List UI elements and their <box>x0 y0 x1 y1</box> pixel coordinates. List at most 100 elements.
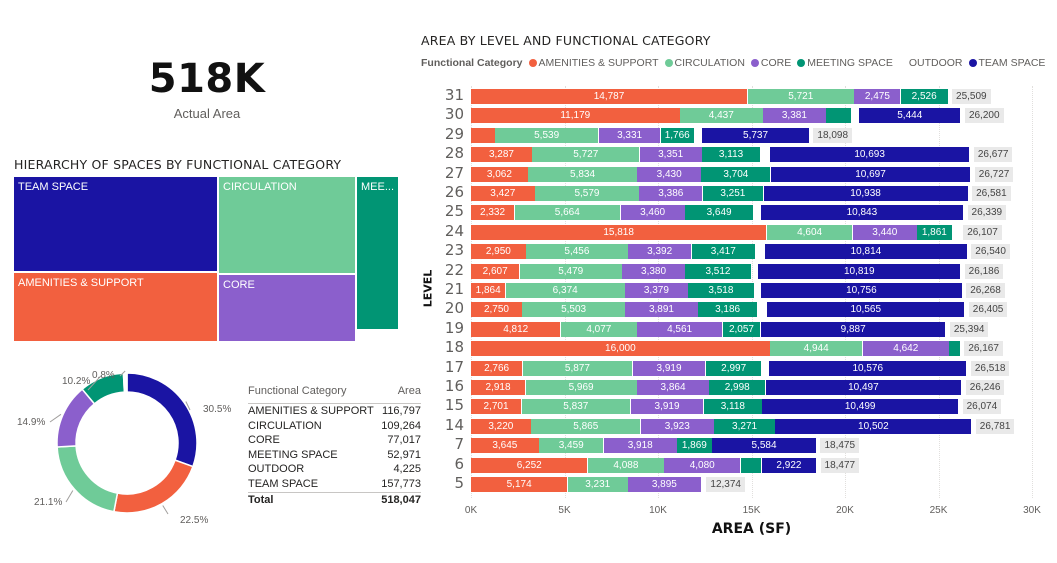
bar-segment-team-space[interactable]: 10,938 <box>763 186 968 201</box>
bar-segment-amenities-support[interactable]: 2,766 <box>471 360 523 376</box>
bar-segment-amenities-support[interactable]: 2,918 <box>471 380 526 395</box>
bar-segment-meeting-space[interactable] <box>740 457 762 473</box>
bar-segment-core[interactable]: 3,430 <box>637 166 701 182</box>
bar-segment-meeting-space[interactable]: 3,518 <box>688 283 754 298</box>
bar-segment-circulation[interactable]: 4,088 <box>587 457 664 473</box>
bar-segment-core[interactable]: 4,561 <box>637 321 722 337</box>
bar-segment-amenities-support[interactable]: 16,000 <box>471 341 770 357</box>
bar-segment-amenities-support[interactable]: 2,701 <box>471 399 521 415</box>
bar-segment-team-space[interactable]: 10,497 <box>765 380 962 395</box>
bar-segment-circulation[interactable]: 5,834 <box>528 166 637 182</box>
bar-segment-core[interactable]: 4,080 <box>664 457 741 473</box>
donut-slice-outdoor[interactable] <box>122 372 128 393</box>
bar-segment-outdoor[interactable] <box>760 147 769 162</box>
bar-segment-team-space[interactable]: 10,576 <box>769 360 967 376</box>
bar-segment-circulation[interactable]: 4,077 <box>560 321 637 337</box>
donut-slice-team-space[interactable] <box>126 372 198 468</box>
bar-segment-core[interactable]: 3,386 <box>639 186 703 201</box>
treemap-block-amenities[interactable]: AMENITIES & SUPPORT <box>14 273 217 341</box>
legend-item-circulation[interactable]: CIRCULATION <box>664 57 745 69</box>
bar-segment-amenities-support[interactable]: 2,750 <box>471 302 522 318</box>
bar-segment-team-space[interactable]: 10,814 <box>765 244 967 260</box>
bar-segment-meeting-space[interactable]: 1,861 <box>917 224 952 240</box>
bar-segment-team-space[interactable]: 10,843 <box>760 205 964 221</box>
bar-segment-outdoor[interactable] <box>753 205 760 220</box>
bar-segment-meeting-space[interactable] <box>949 341 960 357</box>
bar-segment-circulation[interactable]: 5,503 <box>522 302 625 318</box>
bar-segment-team-space[interactable]: 10,565 <box>767 302 965 318</box>
bar-segment-meeting-space[interactable]: 2,998 <box>709 380 765 395</box>
bar-segment-amenities-support[interactable]: 14,787 <box>471 89 748 104</box>
bar-segment-core[interactable]: 3,919 <box>632 360 706 376</box>
bar-segment-amenities-support[interactable]: 3,645 <box>471 438 539 454</box>
bar-segment-amenities-support[interactable]: 3,427 <box>471 186 535 201</box>
bar-segment-core[interactable]: 3,919 <box>630 399 704 415</box>
bar-segment-core[interactable]: 3,923 <box>640 418 714 434</box>
bar-segment-team-space[interactable]: 5,584 <box>712 438 816 454</box>
bar-segment-amenities-support[interactable]: 3,287 <box>471 147 532 163</box>
bar-segment-team-space[interactable]: 10,756 <box>761 283 962 298</box>
bar-segment-amenities-support[interactable]: 2,332 <box>471 205 515 221</box>
bar-segment-outdoor[interactable] <box>952 225 959 240</box>
bar-segment-meeting-space[interactable]: 2,997 <box>705 360 762 376</box>
bar-segment-core[interactable]: 3,381 <box>763 108 826 124</box>
bar-segment-circulation[interactable]: 5,664 <box>514 205 620 221</box>
bar-segment-core[interactable]: 3,380 <box>622 263 685 279</box>
treemap-block-team-space[interactable]: TEAM SPACE <box>14 177 217 271</box>
bar-segment-amenities-support[interactable]: 1,864 <box>471 283 506 298</box>
bar-segment-core[interactable]: 3,918 <box>603 438 677 454</box>
bar-segment-circulation[interactable]: 4,437 <box>680 108 763 124</box>
bar-segment-meeting-space[interactable]: 3,704 <box>701 166 771 182</box>
bar-segment-circulation[interactable]: 5,721 <box>747 89 854 104</box>
bar-segment-circulation[interactable]: 5,479 <box>519 263 622 279</box>
bar-segment-team-space[interactable]: 2,922 <box>761 457 817 473</box>
bar-segment-amenities-support[interactable]: 2,950 <box>471 244 526 260</box>
bar-segment-meeting-space[interactable]: 3,512 <box>685 263 751 279</box>
bar-segment-outdoor[interactable] <box>762 361 769 376</box>
bar-segment-meeting-space[interactable]: 3,118 <box>703 399 762 415</box>
bar-segment-amenities-support[interactable]: 4,812 <box>471 321 561 337</box>
bar-segment-team-space[interactable]: 5,737 <box>702 127 809 143</box>
legend-item-team-space[interactable]: TEAM SPACE <box>968 57 1045 69</box>
bar-segment-outdoor[interactable] <box>754 283 761 298</box>
bar-segment-circulation[interactable]: 5,877 <box>522 360 633 376</box>
bar-segment-amenities-support[interactable]: 3,220 <box>471 418 531 434</box>
bar-segment-meeting-space[interactable]: 3,251 <box>702 186 763 201</box>
bar-segment-outdoor[interactable] <box>694 128 702 143</box>
bar-segment-outdoor[interactable] <box>701 477 702 492</box>
bar-segment-core[interactable]: 3,351 <box>639 147 702 163</box>
bar-segment-circulation[interactable]: 5,456 <box>526 244 628 260</box>
bar-segment-circulation[interactable]: 4,944 <box>770 341 863 357</box>
bar-segment-meeting-space[interactable] <box>826 108 851 124</box>
bar-segment-meeting-space[interactable]: 2,526 <box>900 89 948 104</box>
bar-segment-team-space[interactable]: 9,887 <box>760 321 946 337</box>
column-header-category[interactable]: Functional Category <box>248 385 347 397</box>
bar-segment-amenities-support[interactable]: 5,174 <box>471 477 568 492</box>
bar-segment-amenities-support[interactable]: 2,607 <box>471 263 520 279</box>
bar-segment-core[interactable]: 3,379 <box>625 283 688 298</box>
bar-segment-circulation[interactable]: 6,374 <box>505 283 625 298</box>
bar-segment-outdoor[interactable] <box>751 264 758 279</box>
bar-segment-team-space[interactable]: 10,502 <box>775 418 972 434</box>
bar-segment-circulation[interactable]: 3,231 <box>567 477 628 492</box>
bar-segment-team-space[interactable]: 10,499 <box>762 399 959 415</box>
legend-item-core[interactable]: CORE <box>750 57 791 69</box>
bar-segment-amenities-support[interactable]: 11,179 <box>471 108 680 124</box>
bar-segment-meeting-space[interactable]: 2,057 <box>722 321 761 337</box>
bar-segment-outdoor[interactable] <box>758 302 767 317</box>
legend-item-outdoor[interactable]: OUTDOOR <box>898 57 963 69</box>
bar-segment-core[interactable]: 3,891 <box>625 302 698 318</box>
bar-segment-core[interactable]: 3,331 <box>598 127 661 143</box>
bar-segment-core[interactable]: 3,460 <box>620 205 685 221</box>
bar-segment-core[interactable]: 3,864 <box>637 380 709 395</box>
treemap-block-core[interactable]: CORE <box>219 275 355 341</box>
bar-segment-amenities-support[interactable]: 6,252 <box>471 457 588 473</box>
bar-segment-amenities-support[interactable]: 3,062 <box>471 166 528 182</box>
bar-segment-circulation[interactable]: 5,579 <box>535 186 639 201</box>
bar-segment-core[interactable]: 2,475 <box>854 89 901 104</box>
bar-segment-amenities-support[interactable]: 15,818 <box>471 224 767 240</box>
treemap-block-meeting-space[interactable]: MEE... <box>357 177 398 329</box>
bar-segment-meeting-space[interactable]: 3,417 <box>691 244 755 260</box>
bar-segment-team-space[interactable]: 10,819 <box>758 263 961 279</box>
bar-segment-circulation[interactable]: 5,539 <box>495 127 599 143</box>
